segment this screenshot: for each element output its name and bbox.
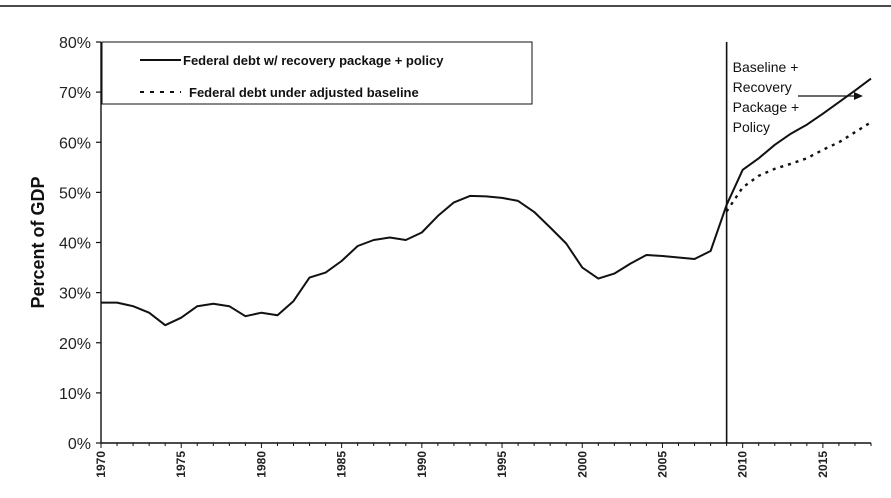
x-tick-label: 1995 (495, 451, 509, 478)
legend: Federal debt w/ recovery package + polic… (101, 41, 533, 105)
annotation-line: Policy (733, 119, 770, 135)
annotation-arrow-head (853, 92, 863, 100)
series-group (101, 77, 872, 327)
x-tick-label: 2010 (736, 451, 750, 478)
legend-label-recovery: Federal debt w/ recovery package + polic… (183, 53, 444, 68)
y-axis-title: Percent of GDP (28, 176, 48, 308)
x-tick-label: 1970 (94, 451, 108, 478)
series-line-adjusted-baseline (725, 121, 872, 213)
legend-label-baseline: Federal debt under adjusted baseline (189, 85, 419, 100)
y-tick-label: 20% (59, 336, 91, 353)
y-tick-label: 80% (59, 35, 91, 52)
y-tick-label: 30% (59, 286, 91, 303)
x-tick-label: 1985 (335, 451, 349, 478)
annotation-line: Baseline + (733, 59, 799, 75)
x-tick-group: 1970 1975 1980 1985 1990 1995 2000 2005 2010 2015 (94, 443, 872, 478)
y-tick-label: 40% (59, 236, 91, 253)
y-tick-label: 0% (68, 436, 91, 453)
x-tick-label: 2000 (575, 451, 589, 478)
y-tick-label: 70% (59, 85, 91, 102)
y-tick-label: 50% (59, 185, 91, 202)
y-tick-label: 10% (59, 386, 91, 403)
x-tick-label: 2015 (816, 451, 830, 478)
annotation: Baseline + Recovery Package + Policy (733, 59, 863, 135)
y-tick-label: 60% (59, 135, 91, 152)
x-tick-label: 2005 (655, 451, 669, 478)
annotation-line: Recovery (733, 79, 792, 95)
x-tick-label: 1980 (254, 451, 268, 478)
x-tick-label: 1990 (415, 451, 429, 478)
x-tick-label: 1975 (174, 451, 188, 478)
series-line-recovery-package (101, 77, 872, 327)
y-tick-group: 0% 10% 20% 30% 40% 50% 60% 70% 80% (59, 35, 101, 453)
legend-box (101, 41, 533, 105)
annotation-line: Package + (733, 99, 800, 115)
